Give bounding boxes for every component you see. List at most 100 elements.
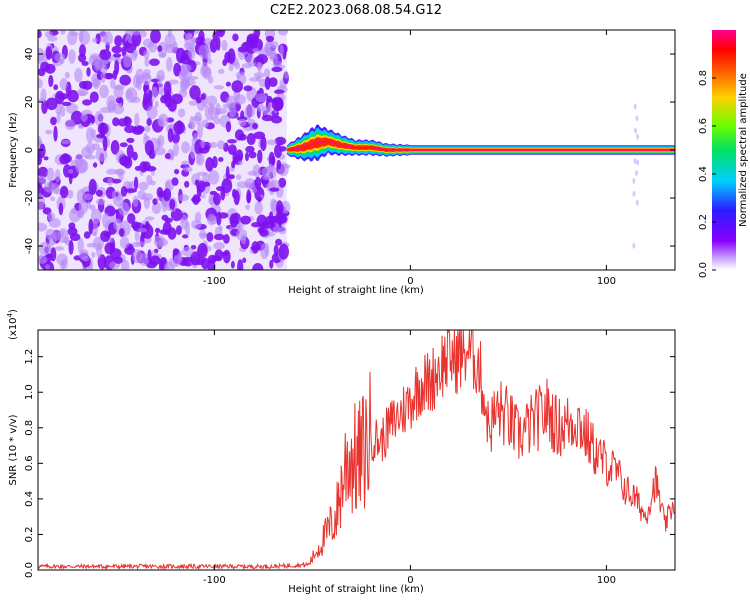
noise-speckle <box>203 37 212 46</box>
noise-speckle <box>228 174 235 180</box>
noise-speckle <box>84 193 93 201</box>
noise-speckle <box>216 140 225 150</box>
snr-y-label: SNR (10 * v/v) <box>8 414 19 485</box>
noise-speckle <box>148 89 153 100</box>
noise-speckle <box>217 30 224 34</box>
y-tick-label: 0.4 <box>24 491 35 507</box>
noise-speckle <box>220 251 230 256</box>
noise-speckle <box>279 44 285 57</box>
noise-speckle <box>263 222 276 229</box>
noise-speckle <box>141 223 154 239</box>
noise-speckle <box>231 160 236 169</box>
noise-speckle <box>124 30 134 35</box>
y-tick-label: 20 <box>24 96 35 109</box>
noise-speckle <box>45 46 53 60</box>
noise-speckle <box>270 115 283 124</box>
svg-text:(x104): (x104) <box>6 309 19 340</box>
noise-speckle <box>262 105 269 116</box>
noise-speckle <box>230 260 235 269</box>
noise-speckle <box>271 155 276 166</box>
noise-speckle <box>242 257 247 264</box>
spectrogram-x-label: Height of straight line (km) <box>288 285 424 296</box>
noise-speckle <box>43 156 49 161</box>
noise-speckle <box>149 58 160 66</box>
noise-speckle <box>260 136 267 152</box>
noise-speckle <box>636 133 640 140</box>
y-tick-label: 40 <box>24 48 35 61</box>
noise-speckle <box>270 41 279 49</box>
noise-speckle <box>186 32 193 38</box>
noise-speckle <box>189 115 195 130</box>
noise-speckle <box>55 90 65 105</box>
noise-speckle <box>181 160 190 166</box>
noise-speckle <box>91 38 98 43</box>
noise-speckle <box>132 49 138 58</box>
noise-speckle <box>180 214 189 230</box>
noise-speckle <box>190 245 197 250</box>
noise-speckle <box>101 212 111 228</box>
noise-speckle <box>126 144 134 159</box>
noise-speckle <box>154 227 161 234</box>
noise-speckle <box>183 166 193 173</box>
noise-speckle <box>68 240 74 255</box>
noise-speckle <box>42 207 52 215</box>
noise-speckle <box>177 108 186 118</box>
noise-speckle <box>196 171 208 176</box>
spectrogram-image <box>38 30 675 270</box>
noise-speckle <box>192 194 200 206</box>
noise-speckle <box>163 81 172 97</box>
noise-speckle <box>208 76 214 84</box>
noise-speckle <box>77 237 84 254</box>
spectrogram-x-ticks: -100 0 100 <box>203 30 616 287</box>
noise-speckle <box>67 189 74 199</box>
noise-speckle <box>51 182 60 194</box>
noise-speckle <box>266 139 277 146</box>
noise-speckle <box>45 264 50 270</box>
noise-speckle <box>238 118 247 127</box>
noise-speckle <box>59 78 68 91</box>
x-tick-label: 100 <box>597 575 616 586</box>
noise-speckle <box>238 133 247 141</box>
noise-speckle <box>268 77 278 87</box>
noise-speckle <box>254 201 263 215</box>
noise-speckle <box>61 101 72 107</box>
noise-speckle <box>256 54 268 65</box>
noise-speckle <box>147 40 158 53</box>
noise-speckle <box>75 158 87 174</box>
noise-speckle <box>134 230 140 242</box>
noise-speckle <box>218 68 225 75</box>
noise-speckle <box>130 30 142 36</box>
noise-speckle <box>220 187 226 201</box>
noise-speckle <box>245 204 251 210</box>
noise-speckle <box>177 194 189 202</box>
noise-speckle <box>183 30 195 35</box>
snr-frame <box>37 329 676 571</box>
noise-speckle <box>251 222 262 228</box>
x-tick-label: -100 <box>203 575 226 586</box>
noise-speckle <box>236 181 249 189</box>
colorbar-tick-label: 0.2 <box>698 214 709 230</box>
noise-speckle <box>110 178 122 184</box>
noise-speckle <box>246 133 256 145</box>
noise-speckle <box>247 61 257 67</box>
noise-speckle <box>68 222 76 230</box>
noise-speckle <box>160 95 169 104</box>
noise-speckle <box>48 75 54 87</box>
noise-speckle <box>274 89 285 95</box>
noise-speckle <box>212 156 218 169</box>
noise-speckle <box>225 81 231 87</box>
noise-speckle <box>88 55 100 66</box>
noise-speckle <box>213 192 221 206</box>
snr-series-line <box>38 330 675 570</box>
noise-speckle <box>118 202 130 216</box>
noise-speckle <box>161 197 167 213</box>
noise-speckle <box>218 225 223 231</box>
noise-speckle <box>635 199 639 206</box>
noise-speckle <box>632 190 636 197</box>
noise-speckle <box>264 243 270 257</box>
noise-speckle <box>145 165 157 172</box>
noise-speckle <box>144 57 150 67</box>
noise-speckle <box>67 169 74 174</box>
noise-speckle <box>264 68 271 79</box>
colorbar-ticks: 0.0 0.2 0.4 0.6 0.8 <box>698 70 716 278</box>
